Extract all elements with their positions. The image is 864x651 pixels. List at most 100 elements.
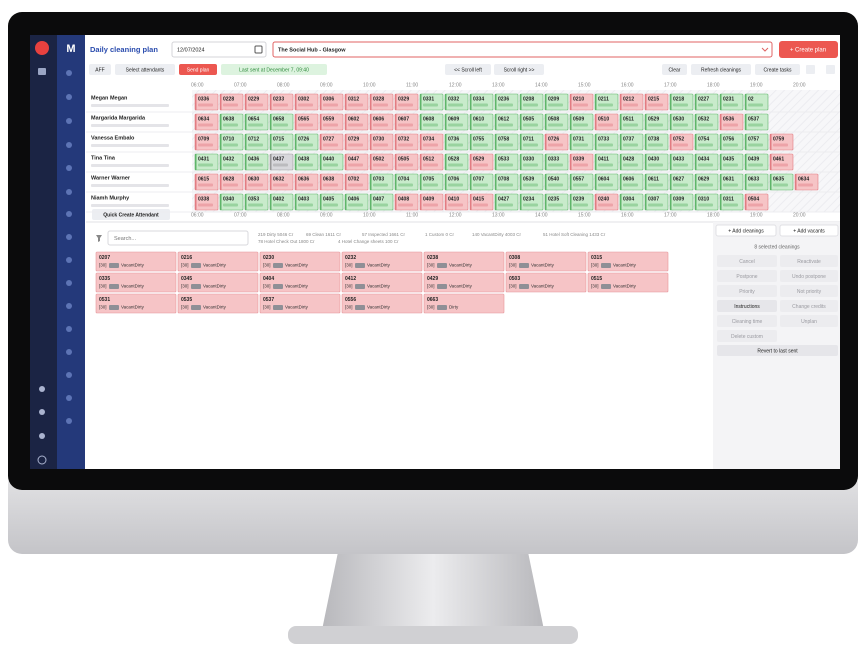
toolbar-button[interactable] xyxy=(691,64,751,75)
toolbar-button[interactable] xyxy=(115,64,175,75)
room-sub xyxy=(748,203,763,207)
room-tile-accent xyxy=(520,94,522,110)
summary-item: 78 Hotel Check Out 1800 Cr xyxy=(258,239,315,244)
room-tile-accent xyxy=(420,134,422,150)
add-vacants-button-label: + Add vacants xyxy=(793,228,825,234)
action-button[interactable] xyxy=(717,285,777,297)
calendar-icon[interactable] xyxy=(254,45,263,54)
attendant-name: Vanessa Embalo xyxy=(91,135,135,141)
room-number: 0332 xyxy=(448,96,459,102)
room-sub xyxy=(648,123,663,127)
room-number: 0658 xyxy=(273,116,284,122)
room-tile-accent xyxy=(270,174,272,190)
room-tile-accent xyxy=(695,114,697,130)
action-button[interactable] xyxy=(780,315,838,327)
filter-icon[interactable] xyxy=(96,235,102,242)
room-number: 0602 xyxy=(348,116,359,122)
time-label: 11:00 xyxy=(406,212,418,218)
menu-icon[interactable] xyxy=(826,65,835,74)
card-room: 0535 xyxy=(181,297,192,303)
room-number: 0539 xyxy=(523,176,534,182)
room-sub xyxy=(423,203,438,207)
time-label: 13:00 xyxy=(492,212,505,218)
action-button[interactable] xyxy=(717,315,777,327)
room-number: 0736 xyxy=(448,136,459,142)
send-plan-button[interactable] xyxy=(179,64,217,75)
room-sub xyxy=(398,163,413,167)
action-button[interactable] xyxy=(780,255,838,267)
room-sub xyxy=(748,143,763,147)
room-sub xyxy=(723,123,738,127)
hotel-select[interactable] xyxy=(272,41,773,58)
card-credits: [30] xyxy=(263,284,271,289)
scroll-button[interactable] xyxy=(445,64,491,75)
room-number: 0236 xyxy=(498,96,509,102)
action-button[interactable] xyxy=(780,270,838,282)
search-input[interactable] xyxy=(107,230,249,246)
card-type: VacantDirty xyxy=(531,263,555,268)
action-button[interactable] xyxy=(717,255,777,267)
card-chip xyxy=(519,284,529,289)
room-tile-accent xyxy=(395,134,397,150)
toolbar-button[interactable] xyxy=(755,64,800,75)
room-tile-accent xyxy=(320,94,322,110)
room-tile-accent xyxy=(195,94,197,110)
revert-button[interactable] xyxy=(717,345,838,356)
card-room: 0412 xyxy=(345,276,356,282)
room-tile-accent xyxy=(620,174,622,190)
toolbar-button[interactable] xyxy=(662,64,687,75)
stand-base xyxy=(288,626,578,644)
card-chip xyxy=(109,284,119,289)
action-button[interactable] xyxy=(717,300,777,312)
room-sub xyxy=(248,203,263,207)
last-sent-chip[interactable] xyxy=(221,64,327,75)
room-sub xyxy=(273,203,288,207)
room-sub xyxy=(423,103,438,107)
room-tile-accent xyxy=(620,134,622,150)
card-type: VacantDirty xyxy=(121,305,145,310)
room-sub xyxy=(298,123,313,127)
date-value: 12/07/2024 xyxy=(177,47,205,53)
room-tile-accent xyxy=(595,134,597,150)
room-number: 0328 xyxy=(373,96,384,102)
room-number: 0439 xyxy=(748,156,759,162)
card-room: 0232 xyxy=(345,255,356,261)
room-sub xyxy=(673,103,688,107)
card-type: VacantDirty xyxy=(449,284,473,289)
room-sub xyxy=(348,143,363,147)
action-button[interactable] xyxy=(780,285,838,297)
room-number: 0240 xyxy=(598,196,609,202)
room-number: 0631 xyxy=(723,176,734,182)
date-input[interactable] xyxy=(171,41,267,58)
card-chip xyxy=(191,263,201,268)
room-tile-accent xyxy=(320,154,322,170)
room-number: 0737 xyxy=(623,136,634,142)
scroll-button[interactable] xyxy=(494,64,544,75)
room-sub xyxy=(498,203,513,207)
room-sub xyxy=(498,143,513,147)
room-tile-accent xyxy=(470,114,472,130)
create-plan-button[interactable] xyxy=(779,41,838,58)
room-sub xyxy=(673,203,688,207)
room-number: 0565 xyxy=(298,116,309,122)
action-button[interactable] xyxy=(717,330,777,342)
room-number: 0702 xyxy=(348,176,359,182)
toolbar-button[interactable] xyxy=(89,64,111,75)
logo-icon xyxy=(35,41,49,55)
add-cleanings-button[interactable] xyxy=(715,224,777,237)
room-sub xyxy=(423,163,438,167)
room-sub xyxy=(373,143,388,147)
room-sub xyxy=(673,123,688,127)
room-tile-accent xyxy=(670,134,672,150)
room-tile-accent xyxy=(395,174,397,190)
action-button-label: Reactivate xyxy=(797,259,821,265)
add-vacants-button[interactable] xyxy=(779,224,839,237)
card-type: VacantDirty xyxy=(449,263,473,268)
nav-icon[interactable] xyxy=(38,68,46,75)
room-tile-accent xyxy=(645,154,647,170)
action-button[interactable] xyxy=(780,300,838,312)
room-tile-accent xyxy=(395,154,397,170)
action-button[interactable] xyxy=(717,270,777,282)
export-icon[interactable] xyxy=(806,65,815,74)
room-tile-accent xyxy=(495,94,497,110)
